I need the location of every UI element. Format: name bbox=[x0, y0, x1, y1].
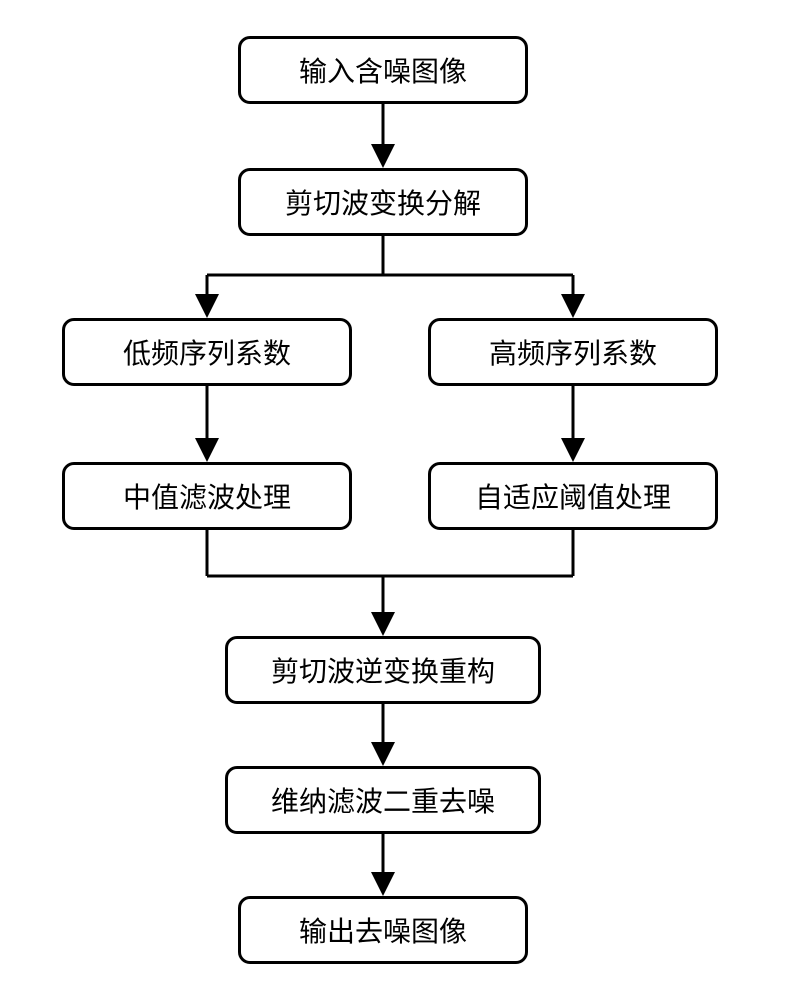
node-adaptive-threshold: 自适应阈值处理 bbox=[428, 462, 718, 530]
node-output-denoised: 输出去噪图像 bbox=[238, 896, 528, 964]
node-wiener-filter: 维纳滤波二重去噪 bbox=[225, 766, 541, 834]
node-label: 输出去噪图像 bbox=[299, 910, 467, 950]
node-label: 高频序列系数 bbox=[489, 332, 657, 372]
node-label: 低频序列系数 bbox=[123, 332, 291, 372]
node-inverse-shearlet: 剪切波逆变换重构 bbox=[225, 636, 541, 704]
node-input-noisy-image: 输入含噪图像 bbox=[238, 36, 528, 104]
node-median-filter: 中值滤波处理 bbox=[62, 462, 352, 530]
node-high-freq-coeff: 高频序列系数 bbox=[428, 318, 718, 386]
node-label: 剪切波逆变换重构 bbox=[271, 650, 495, 690]
node-label: 中值滤波处理 bbox=[123, 476, 291, 516]
node-label: 输入含噪图像 bbox=[299, 50, 467, 90]
node-shearlet-decomposition: 剪切波变换分解 bbox=[238, 168, 528, 236]
node-label: 剪切波变换分解 bbox=[285, 182, 481, 222]
node-label: 维纳滤波二重去噪 bbox=[271, 780, 495, 820]
node-low-freq-coeff: 低频序列系数 bbox=[62, 318, 352, 386]
node-label: 自适应阈值处理 bbox=[475, 476, 671, 516]
